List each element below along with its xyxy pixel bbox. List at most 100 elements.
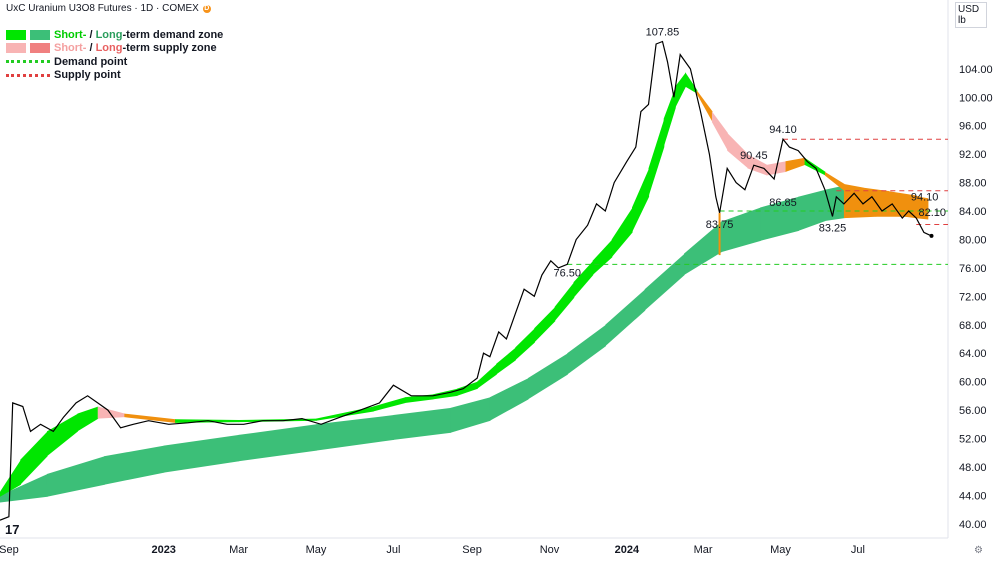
demand-point-swatch — [6, 60, 50, 63]
chart-title: UxC Uranium U3O8 Futures · 1D · COMEX — [6, 3, 199, 14]
long-term-zone-segment — [760, 196, 799, 241]
legend-supply-point: Supply point — [6, 69, 223, 82]
legend-supply-rest: -term supply zone — [122, 42, 217, 54]
short-term-zone-segment — [632, 168, 650, 233]
short-term-zone-segment — [727, 132, 749, 169]
short-term-zone-segment — [124, 413, 176, 423]
short-term-zone-segment — [404, 394, 434, 403]
short-term-zone-segment — [915, 195, 929, 220]
legend-supply-point-label: Supply point — [54, 69, 121, 81]
long-term-zone-segment — [316, 415, 395, 451]
long-term-zone-segment — [684, 221, 722, 275]
y-tick-label: 44.00 — [959, 490, 987, 502]
x-tick-label: May — [306, 544, 327, 556]
x-tick-label: 2023 — [151, 544, 175, 556]
x-tick-label: Mar — [694, 544, 713, 556]
long-term-zone-segment — [450, 397, 491, 433]
long-term-zone-segment — [163, 434, 240, 473]
legend-supply-sep: / — [86, 42, 96, 54]
legend-demand-point: Demand point — [6, 55, 223, 68]
price-annotation: 94.10 — [769, 124, 797, 136]
short-term-zone-segment — [843, 184, 864, 206]
legend-demand-sep: / — [86, 28, 96, 41]
short-term-zone-segment — [711, 111, 728, 151]
short-term-zone-segment — [648, 118, 665, 197]
y-tick-label: 48.00 — [959, 462, 987, 474]
long-term-zone-segment — [567, 324, 606, 375]
short-term-zone-segment — [515, 328, 535, 361]
short-term-zone-segment — [77, 406, 99, 432]
chart-header: UxC Uranium U3O8 Futures · 1D · COMEX D — [6, 3, 211, 14]
settings-gear-icon[interactable]: ⚙ — [974, 545, 983, 556]
long-term-zone-segment — [104, 445, 165, 485]
short-term-zone-segment — [534, 306, 556, 343]
price-annotation: 90.45 — [740, 150, 768, 162]
short-term-zone-segment — [696, 90, 713, 123]
y-tick-label: 76.00 — [959, 263, 987, 275]
short-term-zone-segment — [477, 363, 497, 389]
y-tick-label: 84.00 — [959, 206, 987, 218]
price-annotation: 82.10 — [919, 207, 947, 219]
x-tick-label: Sep — [462, 544, 482, 556]
x-tick-label: Mar — [229, 544, 248, 556]
legend-demand-point-label: Demand point — [54, 55, 128, 68]
y-tick-label: 64.00 — [959, 348, 987, 360]
short-term-zone-segment — [97, 406, 125, 419]
price-annotation: 83.25 — [819, 222, 847, 234]
x-tick-label: 2024 — [615, 544, 640, 556]
long-demand-swatch — [30, 29, 50, 40]
price-annotation: 107.85 — [646, 26, 680, 38]
x-tick-label: Sep — [0, 544, 19, 556]
short-term-zone-segment — [456, 381, 478, 396]
y-tick-label: 100.00 — [959, 92, 993, 104]
short-term-zone-segment — [785, 157, 806, 172]
y-tick-label: 68.00 — [959, 320, 987, 332]
short-term-zone-segment — [46, 413, 79, 457]
price-line — [0, 40, 932, 521]
short-term-zone-segment — [573, 260, 594, 298]
tradingview-logo[interactable]: 17 — [5, 522, 20, 537]
currency-label: USD — [958, 4, 980, 15]
short-term-zone-segment — [592, 239, 613, 275]
currency-unit-selector[interactable]: USD lb — [955, 2, 987, 28]
y-tick-label: 52.00 — [959, 433, 987, 445]
legend-supply-long: Long — [95, 42, 123, 54]
price-annotation: 86.85 — [769, 197, 797, 209]
x-tick-label: Jul — [851, 544, 865, 556]
legend: Short- / Long -term demand zone Short- / … — [6, 28, 223, 82]
y-tick-label: 72.00 — [959, 291, 987, 303]
long-term-zone-segment — [644, 253, 685, 311]
short-term-zone-segment — [675, 72, 686, 108]
short-term-zone-segment — [20, 431, 48, 485]
short-term-zone-segment — [862, 187, 889, 215]
x-tick-label: Nov — [540, 544, 560, 556]
y-tick-label: 92.00 — [959, 149, 987, 161]
legend-supply-short: Short- — [54, 42, 87, 54]
long-term-zone-segment — [0, 474, 48, 503]
long-term-zone-segment — [238, 424, 317, 462]
short-supply-swatch — [6, 43, 26, 53]
long-supply-swatch — [30, 43, 50, 53]
short-term-zone-segment — [685, 72, 698, 94]
x-tick-label: May — [770, 544, 791, 556]
x-tick-label: Jul — [386, 544, 400, 556]
long-term-zone-segment — [489, 378, 529, 421]
y-tick-label: 80.00 — [959, 234, 987, 246]
price-annotation: 94.10 — [911, 191, 939, 203]
y-tick-label: 96.00 — [959, 121, 987, 133]
legend-supply-zone: Short- / Long -term supply zone — [6, 42, 223, 55]
legend-demand-zone: Short- / Long -term demand zone — [6, 28, 223, 41]
short-term-zone-segment — [554, 282, 575, 322]
y-tick-label: 104.00 — [959, 64, 993, 76]
y-tick-label: 40.00 — [959, 519, 987, 531]
y-tick-label: 60.00 — [959, 377, 987, 389]
short-term-zone-segment — [373, 397, 406, 412]
y-tick-label: 56.00 — [959, 405, 987, 417]
long-term-zone-segment — [393, 407, 452, 440]
price-annotation: 76.50 — [554, 267, 582, 279]
short-term-zone-segment — [804, 157, 826, 176]
short-term-zone-segment — [432, 388, 458, 400]
last-price-dot — [929, 233, 934, 238]
long-term-zone-segment — [720, 207, 761, 253]
